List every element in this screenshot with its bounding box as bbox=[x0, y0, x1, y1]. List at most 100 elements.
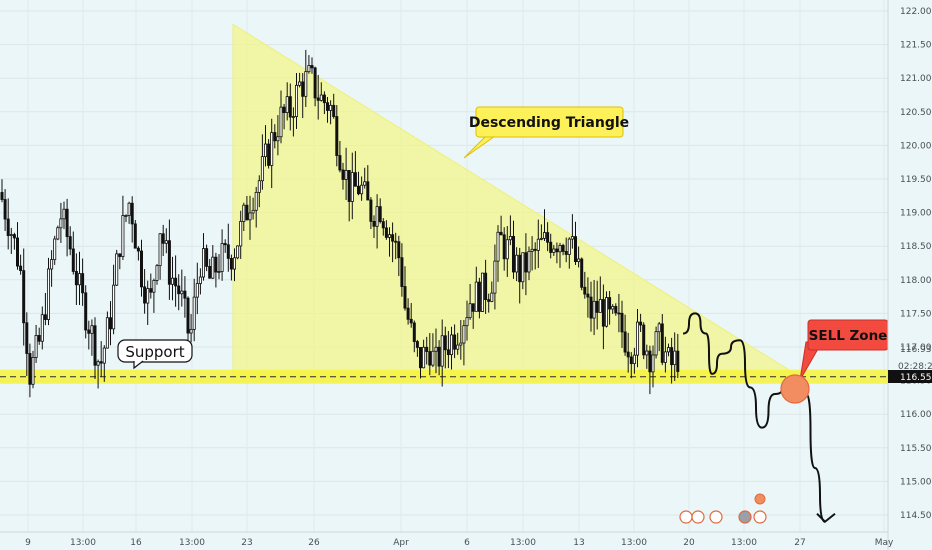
price-tick-label: 118.000 bbox=[900, 276, 932, 286]
candle-body bbox=[356, 185, 360, 195]
candle-body bbox=[387, 234, 391, 238]
candle-body bbox=[257, 180, 261, 193]
candle-body bbox=[189, 328, 193, 334]
candle-body bbox=[639, 321, 643, 326]
candle-body bbox=[676, 350, 680, 372]
candle-body bbox=[589, 296, 593, 319]
candle-body bbox=[642, 324, 646, 356]
candle-body bbox=[25, 322, 29, 354]
candle-body bbox=[78, 273, 82, 286]
candle-body bbox=[561, 244, 565, 252]
candle-body bbox=[31, 357, 35, 385]
candle-body bbox=[459, 342, 463, 346]
candle-body bbox=[539, 237, 543, 240]
candle-body bbox=[310, 65, 314, 69]
candle-body bbox=[9, 234, 13, 236]
candle-body bbox=[446, 349, 450, 356]
current-price-label: 116.557 bbox=[900, 373, 932, 383]
countdown-label: 02:28:26 bbox=[898, 362, 932, 372]
candle-body bbox=[338, 155, 342, 171]
candle-body bbox=[102, 347, 106, 364]
candle-body bbox=[629, 356, 633, 365]
candle-body bbox=[663, 351, 667, 363]
candle-body bbox=[592, 300, 596, 319]
price-axis-panel bbox=[888, 0, 932, 550]
candle-body bbox=[3, 199, 7, 220]
candle-body bbox=[614, 306, 618, 314]
price-tick-label: 119.500 bbox=[900, 175, 932, 185]
candle-body bbox=[201, 248, 205, 278]
candle-body bbox=[130, 202, 134, 225]
candle-body bbox=[90, 325, 94, 334]
candle-body bbox=[22, 270, 26, 324]
candle-body bbox=[170, 277, 174, 285]
candle-body bbox=[304, 71, 308, 97]
candle-body bbox=[660, 323, 664, 363]
candle-body bbox=[282, 106, 286, 114]
candle-body bbox=[623, 331, 627, 353]
candle-body bbox=[276, 136, 280, 142]
candle-body bbox=[468, 303, 472, 319]
time-tick-label: 13:00 bbox=[510, 538, 536, 548]
candle-body bbox=[65, 208, 69, 238]
candle-body bbox=[449, 334, 453, 356]
candle-body bbox=[146, 288, 150, 304]
candle-body bbox=[267, 143, 271, 166]
candle-body bbox=[406, 307, 410, 320]
candle-body bbox=[487, 299, 491, 302]
candle-body bbox=[549, 241, 553, 253]
candle-body bbox=[294, 84, 298, 117]
candle-body bbox=[186, 297, 190, 334]
candle-body bbox=[524, 252, 528, 273]
candle-body bbox=[87, 329, 91, 334]
candle-body bbox=[648, 350, 652, 373]
price-tick-label: 122.000 bbox=[900, 7, 932, 17]
sell-zone-marker bbox=[780, 374, 810, 404]
candle-body bbox=[555, 248, 559, 253]
candle-body bbox=[471, 303, 475, 312]
candle-body bbox=[434, 346, 438, 352]
candle-body bbox=[425, 346, 429, 352]
candle-body bbox=[6, 218, 10, 236]
time-tick-label: Apr bbox=[393, 538, 409, 548]
candle-body bbox=[465, 317, 469, 327]
candle-body bbox=[313, 67, 317, 99]
candle-body bbox=[437, 346, 441, 367]
candle-body bbox=[115, 253, 119, 286]
candle-body bbox=[673, 350, 677, 366]
candle-body bbox=[601, 299, 605, 327]
candle-body bbox=[214, 256, 218, 273]
candle-body bbox=[329, 104, 333, 111]
time-tick-label: 13:00 bbox=[179, 538, 205, 548]
price-tick-label: 120.000 bbox=[900, 141, 932, 151]
candle-body bbox=[477, 281, 481, 312]
candle-body bbox=[636, 321, 640, 356]
candle-body bbox=[474, 281, 478, 312]
candle-body bbox=[570, 236, 574, 240]
candle-body bbox=[533, 248, 537, 251]
price-tick-label: 115.500 bbox=[900, 444, 932, 454]
candle-body bbox=[285, 96, 289, 114]
candle-body bbox=[611, 306, 615, 310]
candle-body bbox=[595, 300, 599, 313]
candle-body bbox=[363, 181, 367, 186]
price-tick-label: 114.500 bbox=[900, 511, 932, 521]
candle-body bbox=[226, 244, 230, 259]
candle-body bbox=[192, 296, 196, 330]
candle-body bbox=[273, 132, 277, 142]
candle-body bbox=[580, 258, 584, 288]
candle-body bbox=[567, 238, 571, 255]
candle-body bbox=[248, 212, 252, 221]
price-labels: 116.939 02:28:26 116.557 bbox=[888, 345, 932, 383]
candle-body bbox=[298, 81, 302, 86]
candle-body bbox=[112, 284, 116, 330]
candle-body bbox=[375, 206, 379, 227]
candle-body bbox=[164, 240, 168, 244]
candle-body bbox=[536, 238, 540, 251]
candle-body bbox=[443, 335, 447, 351]
candle-body bbox=[515, 254, 519, 273]
candle-body bbox=[670, 347, 674, 366]
current-price-box bbox=[888, 370, 932, 383]
